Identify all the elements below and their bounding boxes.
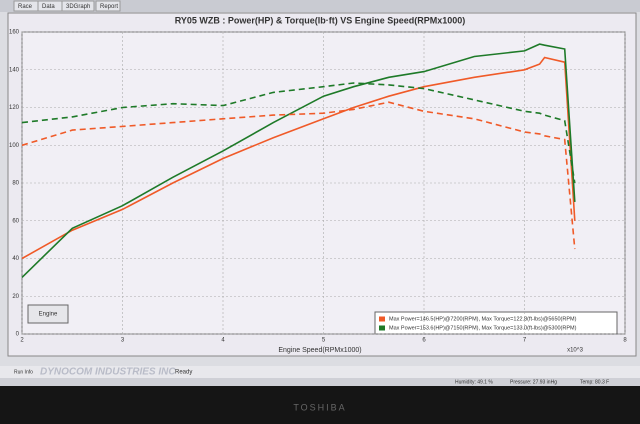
legend-swatch: [379, 325, 385, 331]
tab-bar: [0, 0, 640, 12]
x-tick-label: 7: [523, 338, 527, 344]
tab-label[interactable]: Data: [42, 4, 55, 10]
y-tick-label: 80: [12, 181, 19, 187]
y-tick-label: 160: [9, 30, 20, 36]
x-multiplier: x10^3: [567, 348, 583, 354]
tab-label[interactable]: Race: [18, 4, 33, 10]
info-bar: [0, 378, 640, 386]
status-state: Ready: [175, 370, 192, 376]
legend-label: Max Power=146.5(HP)@7200(RPM), Max Torqu…: [389, 316, 577, 322]
x-tick-label: 2: [20, 338, 24, 344]
tab[interactable]: [61, 0, 95, 12]
brand: DYNOCOM INDUSTRIES INC: [40, 367, 176, 378]
x-tick-label: 5: [322, 338, 326, 344]
y-tick-label: 0: [16, 332, 20, 338]
status-tab[interactable]: Run Info: [14, 369, 33, 375]
series-line: [21, 82, 576, 184]
tab-label[interactable]: 3DGraph: [66, 4, 90, 10]
x-axis-label: Engine Speed(RPMx1000): [278, 347, 361, 354]
series-line: [21, 101, 576, 250]
tab[interactable]: [95, 0, 121, 12]
y-tick-label: 40: [12, 256, 19, 262]
x-tick-label: 3: [121, 338, 125, 344]
x-tick-label: 4: [221, 338, 225, 344]
humidity: Humidity: 49.1 %: [455, 379, 493, 385]
monitor-brand: TOSHIBA: [293, 402, 346, 412]
pressure: Pressure: 27.93 inHg: [510, 379, 557, 385]
y-tick-label: 120: [9, 105, 20, 111]
legend-swatch: [379, 316, 385, 322]
y-tick-label: 20: [12, 294, 19, 300]
y-tick-label: 100: [9, 143, 20, 149]
engine-button-label[interactable]: Engine: [39, 312, 58, 318]
legend-label: Max Power=153.6(HP)@7150(RPM), Max Torqu…: [389, 325, 577, 331]
bezel: [0, 386, 640, 424]
y-tick-label: 60: [12, 218, 19, 224]
temperature: Temp: 80.3 F: [580, 379, 609, 385]
chart-title: RY05 WZB : Power(HP) & Torque(lb·ft) VS …: [175, 15, 466, 25]
series-line: [21, 43, 576, 278]
x-tick-label: 8: [623, 338, 627, 344]
tab-label[interactable]: Report: [100, 4, 118, 10]
status-bar: [0, 366, 640, 378]
series-line: [21, 56, 576, 260]
engine-button[interactable]: [27, 304, 69, 324]
y-tick-label: 140: [9, 67, 20, 73]
x-tick-label: 6: [422, 338, 426, 344]
